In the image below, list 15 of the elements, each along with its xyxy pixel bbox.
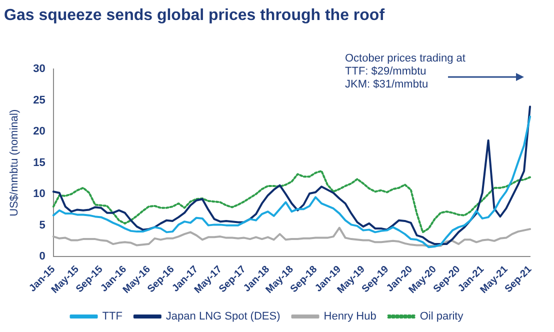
- y-tick-label: 10: [33, 188, 46, 200]
- legend-label: Henry Hub: [324, 310, 376, 323]
- line-series: [52, 170, 531, 234]
- y-axis-title: US$/mmbtu (nominal): [8, 109, 21, 216]
- legend-label: Oil parity: [420, 310, 464, 323]
- y-tick-label: 5: [39, 219, 46, 232]
- y-tick-label: 25: [33, 94, 46, 106]
- y-tick-label: 15: [33, 156, 46, 169]
- legend-label: TTF: [102, 310, 123, 323]
- y-tick-label: 0: [39, 250, 46, 263]
- legend-label: Japan LNG Spot (DES): [166, 310, 280, 323]
- y-tick-label: 30: [33, 63, 46, 76]
- y-tick-label: 20: [33, 126, 46, 138]
- chart-title: Gas squeeze sends global prices through the roof: [4, 7, 386, 24]
- annotation: October prices trading at TTF: $29/mmbtu JKM: $31/mmbtu: [345, 52, 466, 91]
